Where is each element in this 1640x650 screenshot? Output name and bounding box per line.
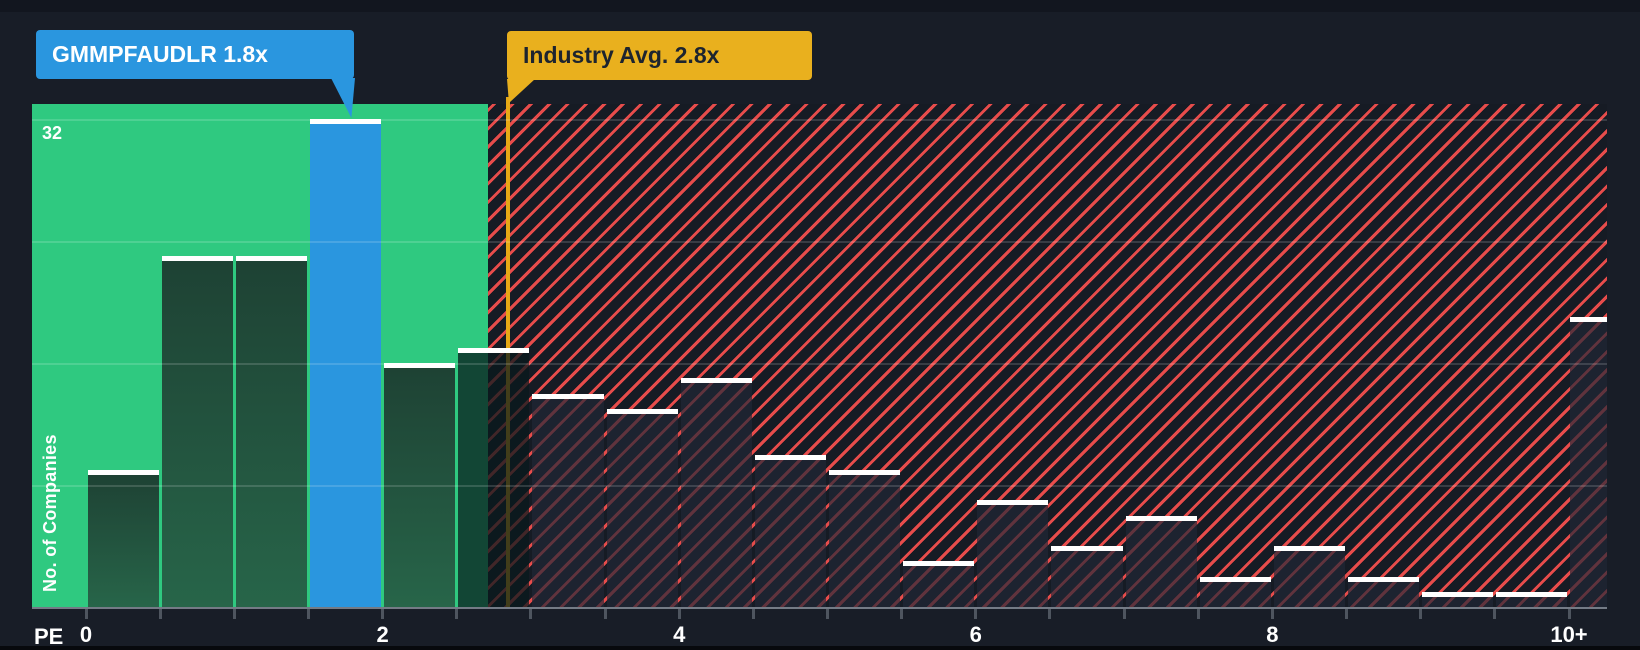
histogram-bar-1.5-2[interactable]	[309, 119, 382, 607]
x-axis-tick-label-4: 4	[673, 622, 686, 647]
x-axis-tick-label-10+: 10+	[1550, 622, 1588, 647]
x-axis-tick	[1270, 609, 1274, 619]
x-axis-tick-label-8: 8	[1266, 622, 1279, 647]
histogram-bar-4-4.5[interactable]	[680, 378, 752, 607]
x-axis-tick	[974, 609, 978, 619]
x-axis-tick	[1493, 609, 1497, 619]
y-axis-max-value-label: 32	[42, 123, 63, 143]
gridline-32	[32, 119, 1607, 121]
histogram-bar-0.5-1[interactable]	[161, 256, 233, 607]
x-axis-tick-label-2: 2	[376, 622, 389, 647]
x-axis-tick	[1196, 609, 1200, 619]
x-axis-title: PE	[34, 624, 64, 649]
histogram-bar-5-5.5[interactable]	[829, 469, 901, 607]
histogram-bar-2-2.5[interactable]	[384, 363, 456, 607]
x-axis-tick	[529, 609, 533, 619]
x-axis-tick	[232, 609, 236, 619]
above-average-hatched-zone	[488, 104, 1607, 607]
histogram-bar-7-7.5[interactable]	[1125, 515, 1197, 607]
x-axis-line	[32, 607, 1607, 609]
y-axis-title: No. of Companies	[40, 434, 60, 592]
x-axis-tick	[158, 609, 162, 619]
histogram-bar-5.5-6[interactable]	[903, 561, 975, 607]
x-axis-tick	[381, 609, 385, 619]
x-axis-tick-label-6: 6	[969, 622, 982, 647]
x-axis-tick	[751, 609, 755, 619]
x-axis-tick	[1122, 609, 1126, 619]
histogram-bar-2.5-3[interactable]	[458, 347, 530, 607]
x-axis-tick	[677, 609, 681, 619]
gridline-16	[32, 363, 1607, 365]
histogram-bar-3-3.5[interactable]	[532, 393, 604, 607]
histogram-bar-6.5-7[interactable]	[1051, 546, 1123, 607]
histogram-bar-9-9.5[interactable]	[1422, 591, 1494, 607]
x-axis-tick	[306, 609, 310, 619]
histogram-bar-8-8.5[interactable]	[1273, 546, 1346, 607]
histogram-bar-7.5-8[interactable]	[1199, 576, 1271, 607]
x-axis-tick	[1048, 609, 1052, 619]
x-axis-tick	[455, 609, 459, 619]
histogram-bar-1-1.5[interactable]	[235, 256, 307, 607]
histogram-bar-0-0.5[interactable]	[87, 469, 159, 607]
industry-avg-tooltip-pointer	[507, 79, 535, 103]
bottom-border	[0, 646, 1640, 650]
x-axis-tick	[1345, 609, 1349, 619]
x-axis-tick	[603, 609, 607, 619]
histogram-bar-9.5-10[interactable]	[1496, 591, 1568, 607]
histogram-bar-10+[interactable]	[1570, 317, 1607, 607]
x-axis-tick	[826, 609, 829, 619]
x-axis-tick-label-0: 0	[79, 622, 93, 647]
x-axis-tick	[84, 609, 88, 619]
histogram-bar-6-6.5[interactable]	[977, 500, 1049, 607]
x-axis-tick	[1567, 609, 1571, 619]
histogram-bar-3.5-4[interactable]	[606, 408, 678, 607]
histogram-bar-8.5-9[interactable]	[1348, 576, 1420, 607]
gridline-24	[32, 241, 1607, 243]
x-axis-tick	[900, 609, 904, 619]
histogram-bar-4.5-5[interactable]	[754, 454, 826, 607]
company-tooltip[interactable]: GMMPFAUDLR 1.8x	[36, 30, 354, 79]
industry-avg-tooltip[interactable]: Industry Avg. 2.8x	[507, 31, 812, 80]
gridline-8	[32, 485, 1607, 487]
x-axis-tick	[1419, 609, 1423, 619]
top-border	[0, 0, 1640, 12]
